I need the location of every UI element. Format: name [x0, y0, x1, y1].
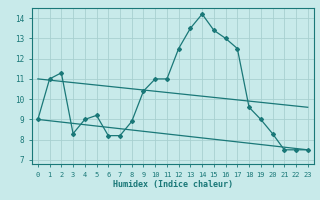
X-axis label: Humidex (Indice chaleur): Humidex (Indice chaleur) — [113, 180, 233, 189]
